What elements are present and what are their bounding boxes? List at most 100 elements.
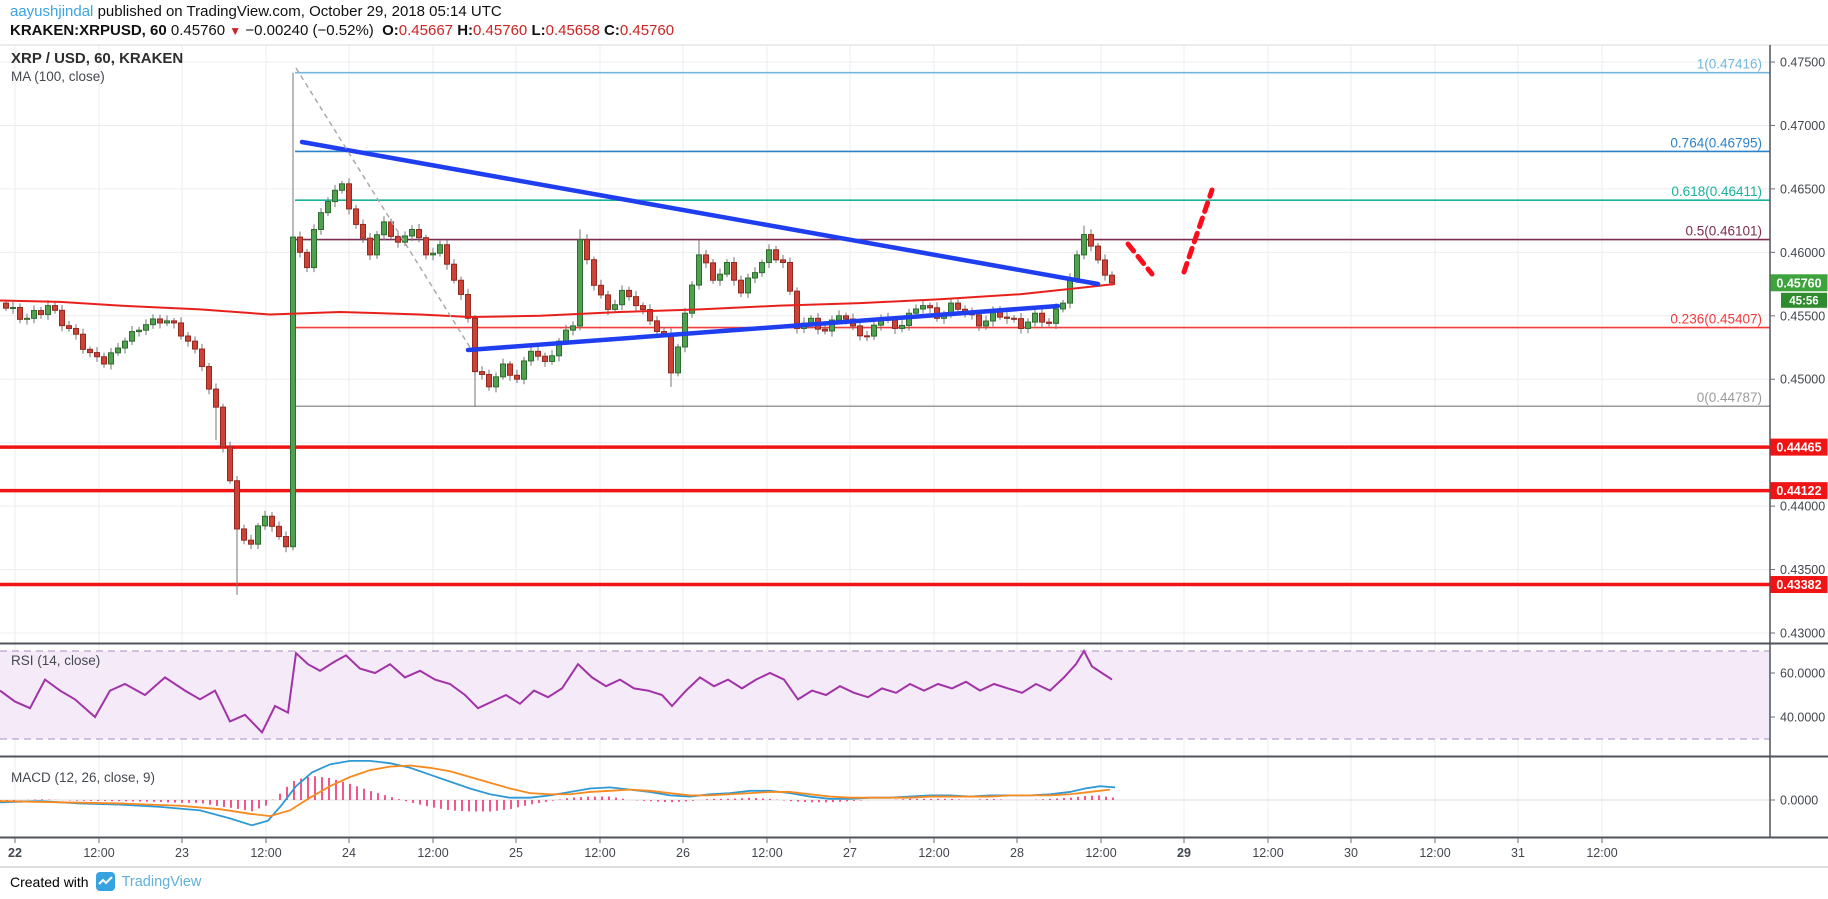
price-tick-label: 0.44000 (1780, 500, 1825, 514)
macd-plot (0, 760, 1116, 827)
candle-body (857, 325, 863, 337)
candle-body (745, 277, 751, 294)
candle-body (472, 317, 478, 373)
time-tick-label: 27 (843, 846, 857, 860)
candle-body (703, 254, 709, 264)
candle-body (500, 363, 506, 378)
time-tick-label: 29 (1177, 846, 1191, 860)
fib-label: 0.236(0.45407) (1670, 312, 1762, 327)
candle-body (1102, 259, 1108, 276)
candle-body (178, 322, 184, 337)
candle-body (794, 290, 800, 329)
hand-drawn-arrow (1125, 241, 1155, 277)
candle-body (332, 189, 338, 203)
price-axis[interactable]: 0.47500 0.47000 0.46500 0.46000 0.45500 0.450… (1770, 56, 1825, 808)
footer: Created with TradingView (10, 872, 201, 891)
candle-body (752, 272, 758, 279)
price-change: −0.00240 (−0.52%) (245, 22, 374, 39)
time-axis[interactable]: 22 12:00 23 12:00 24 12:00 25 12:00 26 12:00 27 12:… (8, 838, 1618, 860)
trendline (465, 303, 1061, 353)
candle-body (633, 296, 639, 307)
candle-body (717, 273, 723, 281)
candle-body (766, 249, 772, 264)
candle-body (780, 259, 786, 263)
candle-body (871, 324, 877, 337)
low-value: 0.45658 (545, 22, 600, 39)
open-label: O: (382, 22, 399, 39)
candle-body (227, 446, 233, 482)
byline: aayushjindal published on TradingView.co… (10, 3, 502, 20)
candle-body (577, 239, 583, 327)
price-tick-label: 0.46000 (1780, 246, 1825, 260)
support-badge (1770, 576, 1828, 594)
candle-body (535, 350, 541, 357)
candle-body (367, 237, 373, 256)
candle-body (682, 312, 688, 348)
candle-body (409, 228, 415, 237)
last-price: 0.45760 (170, 22, 226, 39)
fib-retracement: 1(0.47416) 0.764(0.46795) 0.618(0.46411) 0.… (295, 57, 1770, 408)
author-link[interactable]: aayushjindal (10, 3, 94, 20)
candle-body (1067, 278, 1073, 304)
candle-body (143, 324, 149, 331)
candle-body (325, 201, 331, 214)
candle-body (465, 293, 471, 319)
candle-body (521, 360, 527, 380)
candle-body (843, 315, 849, 320)
tradingview-logo-icon[interactable] (95, 872, 115, 891)
candle-body (1074, 254, 1080, 280)
candle-body (892, 319, 898, 329)
low-label: L: (531, 22, 546, 39)
candle-body (528, 350, 534, 362)
support-badge (1770, 438, 1828, 456)
open-value: 0.45667 (398, 22, 454, 39)
candle-body (955, 302, 961, 310)
candle-body (115, 347, 121, 354)
close-label: C: (604, 22, 620, 39)
price-tick-label: 0.45000 (1780, 373, 1825, 387)
candle-body (976, 314, 982, 327)
tradingview-brand-text[interactable]: TradingView (121, 873, 202, 890)
candle-body (17, 307, 23, 320)
candle-body (346, 183, 352, 210)
macd-tick-label: 0.0000 (1780, 794, 1818, 808)
candle-body (542, 355, 548, 362)
candle-body (164, 320, 170, 324)
time-tick-label: 12:00 (250, 846, 281, 860)
time-tick-label: 12:00 (584, 846, 615, 860)
candle-body (710, 262, 716, 281)
candle-body (87, 348, 93, 354)
symbol-info-line: KRAKEN:XRPUSD, 60 0.45760 ▼ −0.00240 (−0… (10, 22, 674, 39)
candle-body (479, 371, 485, 375)
candle-body (920, 305, 926, 310)
time-tick-label: 25 (509, 846, 523, 860)
candle-body (10, 307, 16, 310)
candle-body (983, 320, 989, 327)
candle-body (24, 317, 30, 320)
candle-body (458, 279, 464, 295)
time-tick-label: 24 (342, 846, 356, 860)
candle-body (696, 254, 702, 286)
candle-body (136, 329, 142, 333)
candle-body (724, 261, 730, 275)
price-tick-label: 0.43500 (1780, 563, 1825, 577)
candle-body (290, 236, 296, 548)
panel-frame (0, 44, 1828, 868)
price-tick-label: 0.47500 (1780, 56, 1825, 70)
candle-body (675, 346, 681, 374)
ma-legend: MA (100, close) (11, 69, 105, 84)
candle-body (1032, 312, 1038, 323)
time-tick-label: 12:00 (918, 846, 949, 860)
time-tick-label: 12:00 (1586, 846, 1617, 860)
candle-body (374, 234, 380, 256)
support-badge-label: 0.44122 (1776, 484, 1821, 498)
support-badge (1770, 482, 1828, 500)
time-tick-label: 31 (1511, 846, 1525, 860)
price-tick-label: 0.46500 (1780, 182, 1825, 196)
candle-body (731, 261, 737, 281)
fib-label: 0.764(0.46795) (1670, 135, 1762, 150)
candle-body (416, 228, 422, 239)
candle-body (213, 388, 219, 408)
candle-body (108, 352, 114, 365)
